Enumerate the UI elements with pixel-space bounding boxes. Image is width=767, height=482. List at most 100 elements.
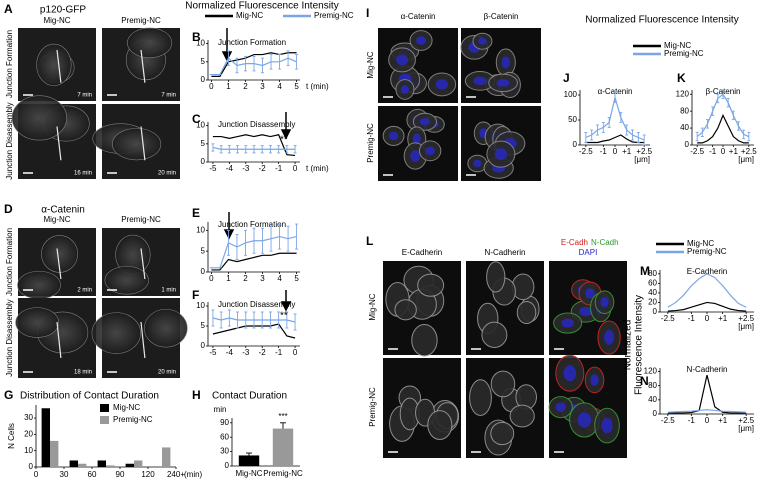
nucleus — [473, 159, 482, 168]
cell — [394, 299, 417, 321]
x-tick-label: +2.5 — [636, 147, 652, 156]
y-axis-label: Fluorescence Intensity — [634, 295, 645, 395]
panel-letter: I — [366, 6, 369, 20]
x-tick-label: 5 — [294, 274, 299, 283]
nucleus — [501, 56, 511, 69]
cell — [509, 404, 535, 428]
annotation: ** — [280, 311, 288, 322]
cell — [486, 261, 506, 293]
chart-letter: J — [563, 71, 570, 85]
merge-label: DAPI — [579, 248, 598, 257]
y-tick-label: 10 — [24, 446, 33, 455]
cell — [104, 266, 149, 295]
annotation: *** — [278, 412, 287, 421]
error-bar — [252, 227, 256, 254]
chart-letter: B — [192, 30, 201, 44]
error-bar — [269, 225, 273, 252]
y-tick-label: 10 — [196, 39, 205, 48]
column-header: Mig-NC — [43, 215, 70, 224]
legend-label: Premig-NC — [314, 11, 354, 20]
arrow-head — [221, 51, 233, 62]
chart-letter: G — [4, 388, 13, 402]
micrograph — [378, 28, 458, 103]
junction — [56, 126, 62, 161]
chart-letter: M — [640, 264, 650, 278]
bar — [50, 440, 59, 467]
timestamp: 18 min — [74, 370, 92, 376]
group-title: Normalized Fluorescence Intensity — [585, 15, 738, 26]
panel-letter: L — [366, 234, 373, 248]
error-bar — [243, 229, 247, 256]
annotation: ** — [280, 135, 288, 146]
bar — [162, 447, 171, 467]
y-tick-label: 20 — [648, 298, 657, 307]
x-tick-label: 60 — [88, 470, 97, 479]
x-tick-label: Mig-NC — [235, 469, 262, 478]
nucleus — [563, 365, 577, 382]
micrograph — [460, 28, 541, 103]
error-bar — [227, 145, 231, 154]
y-tick-label: 40 — [648, 288, 657, 297]
x-axis-label: [μm] — [738, 155, 754, 164]
error-bar — [277, 311, 281, 329]
error-bar — [226, 229, 230, 256]
chart-title: Distribution of Contact Duration — [20, 391, 159, 402]
error-bar — [227, 309, 231, 327]
x-tick-label: -4 — [226, 164, 234, 173]
y-tick-label: 40 — [648, 395, 657, 404]
cell — [511, 273, 535, 301]
error-bar — [731, 110, 735, 121]
row-label: Junction Disassembly — [5, 102, 14, 179]
nucleus — [435, 79, 449, 90]
error-bar — [261, 227, 265, 254]
error-bar — [226, 50, 230, 66]
cell — [144, 308, 188, 348]
row-label: Junction Disassembly — [5, 299, 14, 376]
y-tick-label: 10 — [196, 121, 205, 130]
error-bar — [244, 311, 248, 329]
row-label: Junction Formation — [5, 228, 14, 296]
chart-title: Junction Formation — [218, 38, 286, 47]
x-axis-label: (min) — [184, 470, 203, 479]
error-bar — [631, 129, 634, 141]
micrograph — [17, 228, 96, 300]
error-bar — [261, 57, 265, 74]
error-bar — [278, 54, 282, 70]
x-tick-label: 0 — [209, 274, 214, 283]
nucleus — [388, 131, 399, 141]
error-bar — [619, 112, 623, 123]
row-label: Mig-NC — [368, 293, 377, 320]
bar — [97, 460, 106, 467]
cell — [516, 300, 537, 325]
y-tick-label: 60 — [648, 278, 657, 287]
series-line — [667, 273, 747, 308]
x-tick-label: 0 — [293, 348, 298, 357]
y-tick-label: 0 — [201, 157, 206, 166]
error-bar — [295, 54, 299, 70]
chart-title: Junction Disassembly — [218, 300, 295, 309]
cell — [127, 27, 173, 59]
x-tick-label: -3 — [242, 164, 250, 173]
x-tick-label: 120 — [141, 470, 155, 479]
chart-title: α-Catenin — [598, 87, 633, 96]
junction — [140, 248, 146, 280]
error-bar — [235, 234, 239, 260]
micrograph — [383, 358, 461, 458]
cell — [36, 43, 72, 86]
micrograph — [18, 28, 96, 101]
y-tick-label: 80 — [648, 269, 657, 278]
cell — [112, 128, 162, 161]
y-tick-label: 5 — [201, 57, 206, 66]
x-axis-label: [μm] — [738, 322, 754, 331]
y-tick-label: 10 — [196, 225, 205, 234]
error-bar — [747, 131, 751, 142]
chart-title: Junction Disassembly — [218, 120, 295, 129]
x-axis-label: [μm] — [738, 424, 754, 433]
panel-letter: A — [4, 2, 13, 16]
y-tick-label: 5 — [201, 321, 206, 330]
nucleus — [419, 117, 431, 126]
x-tick-label: -2.5 — [690, 147, 704, 156]
x-tick-label: -1 — [688, 314, 696, 323]
x-tick-label: 240+ — [167, 470, 185, 479]
y-tick-label: 20 — [24, 429, 33, 438]
